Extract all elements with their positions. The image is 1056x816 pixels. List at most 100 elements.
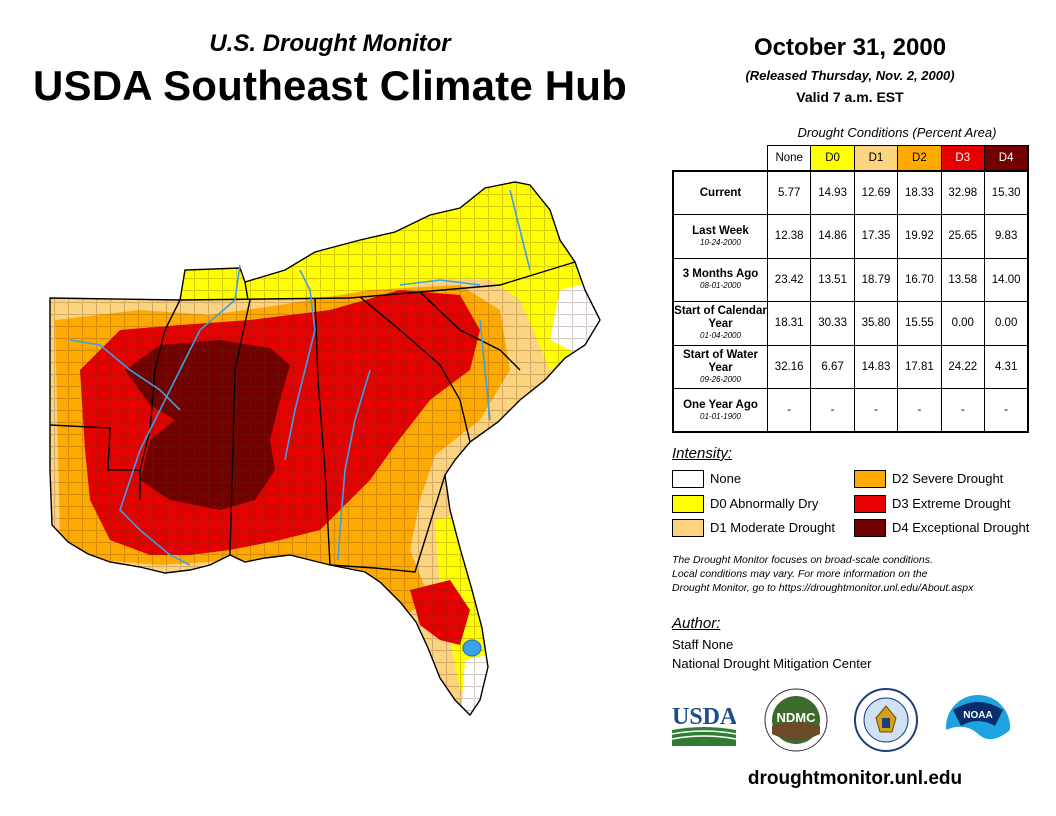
table-cell: 0.00 bbox=[983, 301, 1030, 346]
table-cell: 13.51 bbox=[810, 257, 855, 302]
legend-swatch bbox=[854, 495, 886, 513]
author-title: Author: bbox=[672, 615, 721, 632]
row-label: 3 Months Ago 08-01-2000 bbox=[672, 257, 768, 302]
row-label: Start of Water Year 09-26-2000 bbox=[672, 344, 768, 389]
table-cell: 14.93 bbox=[810, 170, 855, 215]
author-name: Staff None bbox=[672, 637, 734, 652]
row-label-text: Start of Water Year bbox=[683, 348, 758, 374]
table-cell: 35.80 bbox=[853, 301, 899, 346]
note-line: The Drought Monitor focuses on broad-sca… bbox=[672, 554, 933, 566]
table-cell: 30.33 bbox=[810, 301, 855, 346]
row-date: 01-04-2000 bbox=[700, 331, 741, 341]
state-boundaries bbox=[49, 181, 601, 717]
row-date: 01-01-1900 bbox=[700, 411, 741, 421]
legend-swatch bbox=[672, 519, 704, 537]
table-cell: 12.38 bbox=[766, 214, 812, 259]
subtitle: U.S. Drought Monitor bbox=[209, 30, 451, 57]
map-date: October 31, 2000 bbox=[753, 34, 947, 61]
table-row: One Year Ago 01-01-1900- - - - - - bbox=[672, 388, 1030, 433]
drought-note: The Drought Monitor focuses on broad-sca… bbox=[672, 553, 1042, 595]
drought-map bbox=[49, 181, 601, 717]
column-header-d0: D0 bbox=[810, 145, 855, 172]
table-row: Last Week 10-24-2000 12.38 14.86 17.35 19.92 2… bbox=[672, 214, 1030, 259]
legend-label: D2 Severe Drought bbox=[892, 471, 1004, 486]
table-cell: 23.42 bbox=[766, 257, 812, 302]
table-row: 3 Months Ago 08-01-2000 23.42 13.51 18.79 16.… bbox=[672, 257, 1030, 302]
county-lines bbox=[50, 182, 600, 715]
column-header-none: None bbox=[766, 145, 812, 172]
usda-logo: USDA bbox=[672, 704, 736, 746]
none-area-ky bbox=[240, 220, 300, 265]
table-cell: 15.30 bbox=[983, 170, 1030, 215]
footer-url[interactable]: droughtmonitor.unl.edu bbox=[747, 768, 963, 789]
row-date: 09-26-2000 bbox=[700, 374, 741, 384]
row-date: 08-01-2000 bbox=[700, 281, 741, 291]
table-cell: 14.83 bbox=[853, 344, 899, 389]
table-cell: 24.22 bbox=[940, 344, 985, 389]
release-date: (Released Thursday, Nov. 2, 2000) bbox=[745, 68, 955, 83]
table-cell: 16.70 bbox=[897, 257, 942, 302]
lake-okeechobee bbox=[462, 639, 482, 657]
table-cell: 25.65 bbox=[940, 214, 985, 259]
row-label-text: Current bbox=[699, 186, 742, 199]
usda-logo-text: USDA bbox=[672, 704, 736, 730]
table-cell: 9.83 bbox=[983, 214, 1030, 259]
legend-swatch bbox=[854, 519, 886, 537]
table-row: Start of Water Year 09-26-2000 32.16 6.67 14… bbox=[672, 344, 1030, 389]
legend-swatch bbox=[672, 495, 704, 513]
noaa-logo-text: NOAA bbox=[963, 710, 992, 721]
legend-label: D3 Extreme Drought bbox=[892, 496, 1011, 511]
table-row: Current 5.77 14.93 12.69 18.33 32.98 15.30 bbox=[672, 170, 1030, 215]
row-label: One Year Ago 01-01-1900 bbox=[672, 388, 768, 433]
legend-label: D4 Exceptional Drought bbox=[892, 520, 1030, 535]
rivers bbox=[69, 189, 531, 566]
row-label-text: One Year Ago bbox=[683, 398, 758, 411]
ndmc-logo: NDMC bbox=[764, 688, 828, 752]
note-line: Drought Monitor, go to https://droughtmo… bbox=[672, 582, 974, 594]
table-cell: - bbox=[897, 388, 942, 433]
table-cell: 5.77 bbox=[766, 170, 812, 215]
valid-time: Valid 7 a.m. EST bbox=[796, 89, 904, 105]
row-label-text: Start of Calendar Year bbox=[674, 305, 767, 331]
table-cell: 18.33 bbox=[897, 170, 942, 215]
row-date: 10-24-2000 bbox=[700, 237, 741, 247]
row-label-text: 3 Months Ago bbox=[682, 268, 759, 281]
table-cell: 12.69 bbox=[853, 170, 899, 215]
table-cell: 6.67 bbox=[810, 344, 855, 389]
table-cell: - bbox=[940, 388, 985, 433]
table-corner bbox=[673, 146, 768, 172]
legend-label: None bbox=[710, 471, 742, 486]
column-header-d1: D1 bbox=[853, 145, 899, 172]
drought-stats-table: None D0 D1 D2 D3 D4 Current 5.77 14.93 12.69 18.3… bbox=[672, 145, 1030, 433]
table-cell: 17.81 bbox=[897, 344, 942, 389]
row-label: Last Week 10-24-2000 bbox=[672, 214, 768, 259]
table-cell: 18.31 bbox=[766, 301, 812, 346]
column-header-d3: D3 bbox=[940, 145, 985, 172]
legend-title: Intensity: bbox=[672, 445, 733, 462]
legend-swatch bbox=[854, 470, 886, 488]
table-cell: 14.00 bbox=[983, 257, 1030, 302]
table-cell: 0.00 bbox=[940, 301, 985, 346]
table-cell: 18.79 bbox=[853, 257, 899, 302]
table-cell: 15.55 bbox=[897, 301, 942, 346]
legend-label: D0 Abnormally Dry bbox=[710, 496, 819, 511]
commerce-seal-logo bbox=[854, 688, 918, 752]
noaa-logo: NOAA bbox=[946, 695, 1010, 760]
row-label: Start of Calendar Year 01-04-2000 bbox=[672, 301, 768, 346]
row-label-text: Last Week bbox=[692, 224, 749, 237]
author-org: National Drought Mitigation Center bbox=[672, 656, 872, 671]
note-line: Local conditions may vary. For more info… bbox=[672, 568, 928, 580]
table-cell: 19.92 bbox=[897, 214, 942, 259]
column-header-d2: D2 bbox=[897, 145, 942, 172]
table-cell: - bbox=[810, 388, 855, 433]
row-label: Current bbox=[672, 170, 768, 215]
ndmc-logo-text: NDMC bbox=[777, 710, 817, 725]
table-cell: - bbox=[983, 388, 1030, 433]
page-title: USDA Southeast Climate Hub bbox=[32, 62, 628, 109]
table-cell: 14.86 bbox=[810, 214, 855, 259]
table-caption: Drought Conditions (Percent Area) bbox=[797, 125, 997, 140]
table-cell: - bbox=[766, 388, 812, 433]
table-cell: 13.58 bbox=[940, 257, 985, 302]
table-cell: 17.35 bbox=[853, 214, 899, 259]
table-cell: - bbox=[853, 388, 899, 433]
